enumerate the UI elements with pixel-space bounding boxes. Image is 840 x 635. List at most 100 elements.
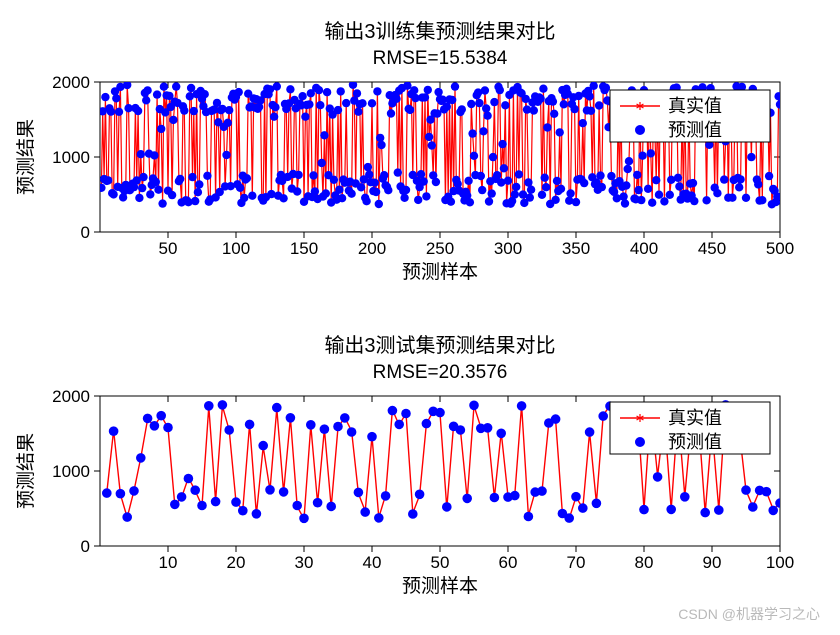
pred-marker [191,197,199,205]
ytick-label: 1000 [52,462,90,481]
pred-marker [680,492,690,502]
pred-marker [375,200,383,208]
pred-marker [353,89,361,97]
pred-marker [150,151,158,159]
pred-marker [406,106,414,114]
pred-marker [713,189,721,197]
pred-marker [421,93,429,101]
pred-marker [466,198,474,206]
pred-marker [364,163,372,171]
pred-marker [655,191,663,199]
legend-label: 预测值 [668,432,722,452]
xtick-label: 450 [698,239,726,258]
pred-marker [134,107,142,115]
pred-marker [428,141,436,149]
pred-marker [160,83,168,91]
pred-marker [451,82,459,90]
pred-marker [354,108,362,116]
pred-marker [97,184,105,192]
pred-marker [572,198,580,206]
pred-marker [464,177,472,185]
pred-marker [243,174,251,182]
xtick-label: 350 [562,239,590,258]
pred-marker [388,406,398,416]
xtick-label: 250 [426,239,454,258]
pred-marker [112,94,120,102]
ytick-label: 1000 [52,148,90,167]
pred-marker [376,134,384,142]
pred-marker [493,171,501,179]
pred-marker [279,194,287,202]
pred-marker [422,419,432,429]
pred-marker [354,488,364,498]
pred-marker [322,189,330,197]
pred-marker [647,149,655,157]
xtick-label: 80 [635,553,654,572]
pred-marker [315,86,323,94]
pred-marker [372,188,380,196]
pred-marker [633,171,641,179]
pred-marker [384,186,392,194]
pred-marker [180,106,188,114]
pred-marker [524,178,532,186]
pred-marker [477,172,485,180]
pred-marker [700,508,710,518]
pred-marker [109,190,117,198]
pred-marker [157,125,165,133]
pred-marker [501,101,509,109]
pred-marker [380,171,388,179]
pred-marker [158,199,166,207]
pred-marker [579,119,587,127]
pred-marker [394,168,402,176]
pred-marker [485,197,493,205]
pred-marker [115,108,123,116]
pred-marker [768,506,778,516]
pred-marker [741,485,751,495]
pred-marker [556,128,564,136]
pred-marker [292,501,302,511]
pred-marker [410,86,418,94]
pred-marker [102,488,112,498]
pred-marker [272,403,282,413]
ytick-label: 2000 [52,387,90,406]
pred-marker [116,489,126,499]
pred-marker [190,107,198,115]
xtick-label: 50 [431,553,450,572]
pred-marker [238,506,248,516]
pred-marker [736,175,744,183]
pred-marker [218,400,228,410]
pred-marker [758,196,766,204]
pred-marker [634,186,642,194]
xtick-label: 150 [290,239,318,258]
chart-title: 输出3训练集预测结果对比 [324,20,555,43]
pred-marker [101,93,109,101]
pred-marker [424,86,432,94]
xtick-label: 20 [227,553,246,572]
pred-marker [323,88,331,96]
legend-label: 真实值 [668,408,722,428]
pred-marker [442,502,452,512]
pred-marker [408,509,418,519]
pred-marker [381,491,391,501]
pred-marker [551,414,561,424]
pred-marker [177,492,187,502]
pred-marker [365,170,373,178]
pred-marker [415,490,425,500]
pred-marker [347,190,355,198]
pred-marker [512,183,520,191]
pred-marker [602,84,610,92]
pred-marker [690,197,698,205]
pred-marker [170,500,180,510]
xtick-label: 40 [363,553,382,572]
pred-marker [279,487,289,497]
pred-marker [347,427,357,437]
pred-marker [225,106,233,114]
xtick-label: 300 [494,239,522,258]
watermark: CSDN @机器学习之心 [678,604,820,624]
pred-marker [674,174,682,182]
pred-marker [754,180,762,188]
pred-marker [104,176,112,184]
pred-marker [714,505,724,515]
pred-marker [467,100,475,108]
pred-marker [425,133,433,141]
